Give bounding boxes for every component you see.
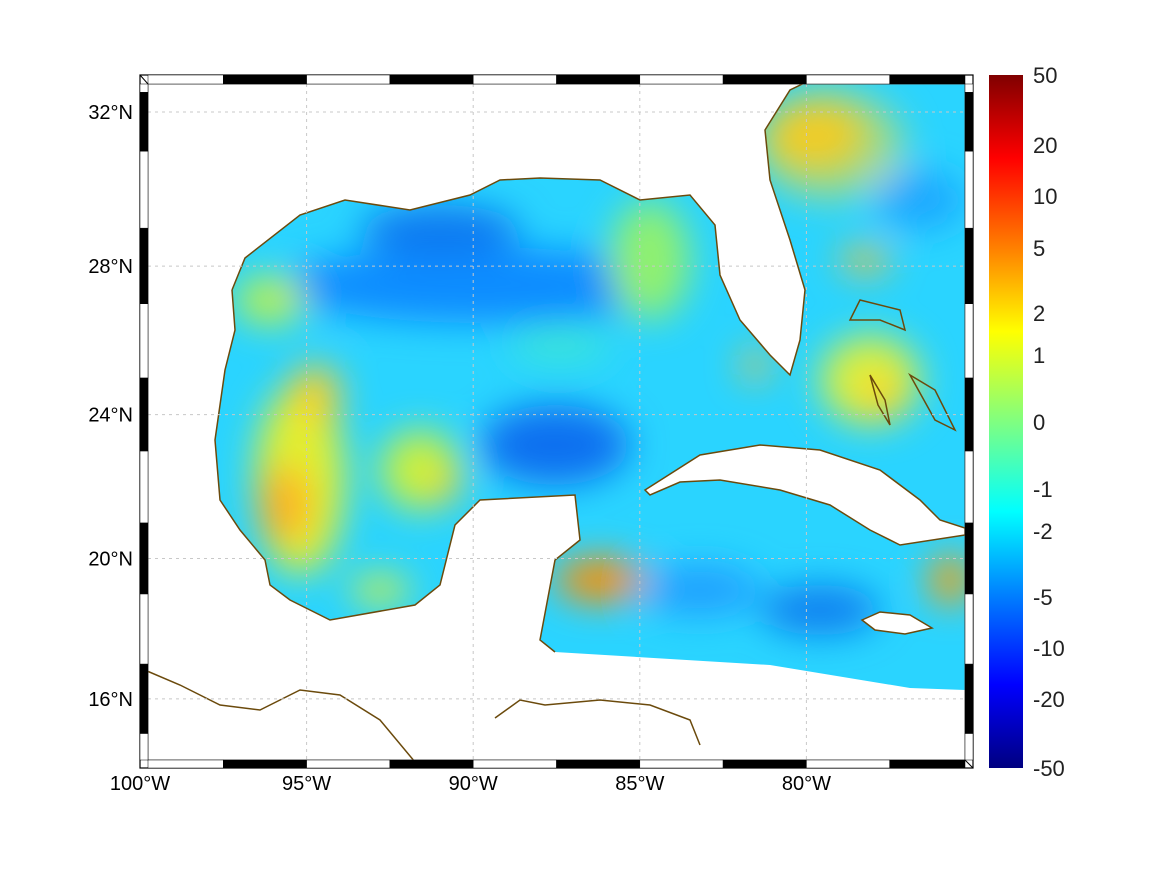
frame-band bbox=[889, 74, 966, 85]
colorbar-label: 50 bbox=[1033, 63, 1057, 88]
bahamas bbox=[848, 299, 957, 432]
frame-band bbox=[139, 227, 149, 304]
lat-tick: 16°N bbox=[88, 689, 133, 711]
frame-band bbox=[306, 759, 391, 769]
frame-band bbox=[139, 150, 149, 229]
frame-band bbox=[722, 759, 807, 769]
frame-band bbox=[722, 74, 807, 85]
frame-band bbox=[639, 759, 724, 769]
frame-band bbox=[389, 759, 474, 769]
frame-band bbox=[964, 150, 974, 229]
frame-band bbox=[964, 92, 974, 152]
colorbar-label: -1 bbox=[1033, 477, 1053, 502]
frame-band bbox=[147, 74, 224, 85]
frame-band bbox=[223, 74, 307, 85]
frame-band bbox=[139, 303, 149, 379]
frame-band bbox=[139, 92, 149, 152]
map-frame bbox=[139, 74, 974, 769]
frame-band bbox=[964, 733, 974, 761]
latitude-labels: 32°N 28°N 24°N 20°N 16°N bbox=[88, 102, 133, 711]
colorbar-label: -2 bbox=[1033, 519, 1053, 544]
frame-band bbox=[889, 759, 966, 769]
frame-band bbox=[964, 593, 974, 665]
frame-band bbox=[139, 663, 149, 734]
frame-band bbox=[472, 759, 557, 769]
frame-band bbox=[147, 759, 224, 769]
frame-band bbox=[306, 74, 391, 85]
colorbar-label: 20 bbox=[1033, 133, 1057, 158]
jamaica bbox=[860, 611, 935, 635]
central-america-coast bbox=[139, 667, 421, 769]
frame-band bbox=[389, 74, 474, 85]
frame-band bbox=[964, 227, 974, 304]
colorbar-label: 0 bbox=[1033, 410, 1045, 435]
grid-lines bbox=[148, 84, 965, 760]
lat-tick: 24°N bbox=[88, 405, 133, 427]
frame-band bbox=[139, 733, 149, 761]
lon-tick: 90°W bbox=[449, 773, 498, 795]
colorbar-label: 1 bbox=[1033, 343, 1045, 368]
frame-corner bbox=[139, 74, 149, 85]
frame-band bbox=[964, 377, 974, 452]
longitude-labels: 100°W 95°W 90°W 85°W 80°W bbox=[110, 773, 831, 795]
lon-tick: 100°W bbox=[110, 773, 170, 795]
frame-band bbox=[139, 450, 149, 524]
frame-band bbox=[964, 663, 974, 734]
frame-band bbox=[806, 759, 890, 769]
frame-band bbox=[556, 74, 641, 85]
lat-tick: 20°N bbox=[88, 549, 133, 571]
colorbar-label: 2 bbox=[1033, 301, 1045, 326]
lon-tick: 95°W bbox=[282, 773, 331, 795]
frame-band bbox=[556, 759, 641, 769]
frame-band bbox=[639, 74, 724, 85]
lat-tick: 28°N bbox=[88, 256, 133, 278]
frame-band bbox=[139, 83, 149, 93]
colorbar-label: 10 bbox=[1033, 184, 1057, 209]
lon-tick: 80°W bbox=[782, 773, 831, 795]
colorbar-label: -50 bbox=[1033, 756, 1065, 781]
frame-band bbox=[964, 522, 974, 595]
frame-band bbox=[472, 74, 557, 85]
colorbar-label: 5 bbox=[1033, 236, 1045, 261]
frame-band bbox=[964, 450, 974, 524]
colorbar-label: -10 bbox=[1033, 636, 1065, 661]
frame-band bbox=[139, 522, 149, 595]
frame-band bbox=[223, 759, 307, 769]
colorbar-label: -5 bbox=[1033, 585, 1053, 610]
frame-band bbox=[964, 303, 974, 379]
lon-tick: 85°W bbox=[615, 773, 664, 795]
colorbar-gradient bbox=[989, 75, 1023, 768]
lat-tick: 32°N bbox=[88, 102, 133, 124]
frame-band bbox=[964, 83, 974, 93]
colorbar: 50 20 10 5 2 1 0 -1 -2 -5 -10 -20 -50 bbox=[989, 63, 1065, 781]
sst-field bbox=[215, 80, 965, 690]
colorbar-label: -20 bbox=[1033, 687, 1065, 712]
frame-band bbox=[139, 593, 149, 665]
frame-corner bbox=[964, 759, 974, 769]
frame-band bbox=[806, 74, 890, 85]
frame-band bbox=[139, 377, 149, 452]
